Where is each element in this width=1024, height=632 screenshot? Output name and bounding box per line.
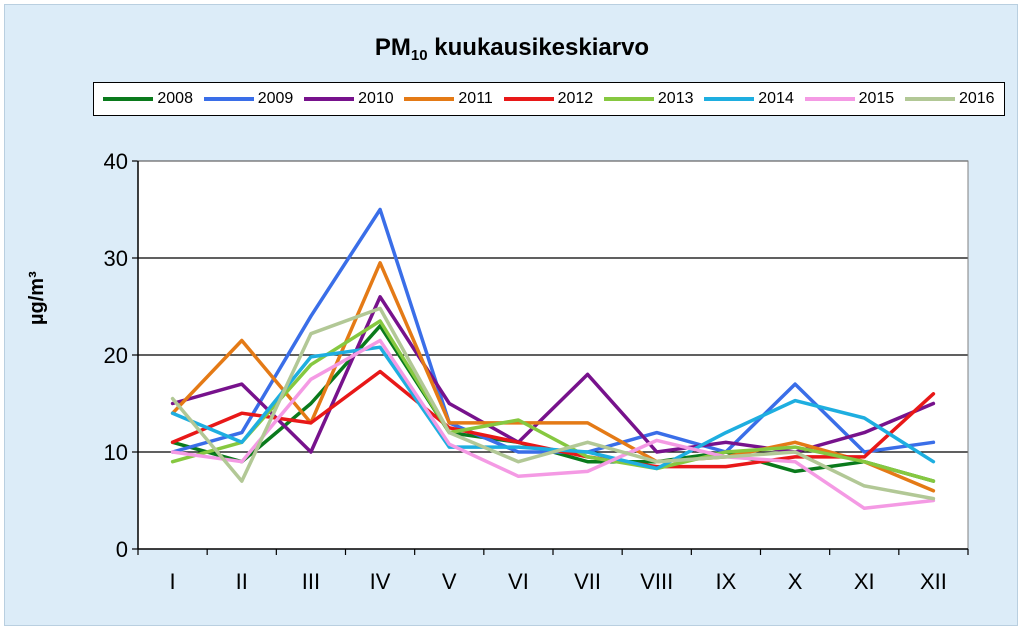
- legend-item-2016: 2016: [904, 90, 995, 108]
- legend-label-2010: 2010: [358, 90, 394, 107]
- x-tick-label-VII: VII: [574, 569, 601, 594]
- legend-item-2010: 2010: [304, 90, 394, 108]
- title-main: PM: [374, 34, 411, 61]
- legend-swatch-2014: [704, 97, 755, 101]
- series-line-2015: [170, 338, 936, 511]
- title-subscript: 10: [410, 47, 428, 64]
- y-tick-label-10: 10: [104, 440, 128, 465]
- chart-legend: 2008 2009 2010 2011 2012 2013 2014 2015 2016: [93, 82, 1005, 116]
- x-tick-label-IX: IX: [716, 569, 737, 594]
- x-tick-label-VIII: VIII: [640, 569, 673, 594]
- legend-label-2015: 2015: [858, 90, 895, 107]
- legend-item-2011: 2011: [404, 90, 493, 108]
- chart-title: PM10 kuukausikeskiarvo: [0, 34, 1024, 64]
- legend-item-2012: 2012: [503, 90, 594, 108]
- legend-label-2008: 2008: [157, 90, 193, 107]
- series-line-2011: [170, 261, 936, 493]
- x-tick-label-VI: VI: [508, 569, 529, 594]
- legend-swatch-2016: [904, 97, 955, 101]
- x-tick-label-V: V: [442, 569, 457, 594]
- legend-swatch-2011: [404, 97, 455, 101]
- legend-swatch-2012: [503, 97, 554, 101]
- x-tick-label-II: II: [236, 569, 248, 594]
- legend-label-2011: 2011: [458, 90, 493, 107]
- x-tick-label-XI: XI: [854, 569, 875, 594]
- x-tick-label-I: I: [170, 569, 176, 594]
- legend-label-2012: 2012: [557, 90, 594, 107]
- legend-swatch-2015: [804, 97, 855, 101]
- title-rest: kuukausikeskiarvo: [427, 34, 650, 61]
- x-tick-label-XII: XII: [920, 569, 947, 594]
- x-tick-label-X: X: [788, 569, 803, 594]
- legend-swatch-2008: [103, 97, 154, 101]
- legend-item-2015: 2015: [804, 90, 895, 108]
- legend-item-2013: 2013: [603, 90, 694, 108]
- series-line-2013: [170, 319, 936, 483]
- legend-item-2008: 2008: [103, 90, 193, 108]
- series-line-2016: [170, 306, 936, 501]
- legend-label-2009: 2009: [257, 90, 294, 107]
- legend-swatch-2010: [304, 97, 355, 101]
- legend-item-2014: 2014: [704, 90, 794, 108]
- y-tick-label-20: 20: [104, 343, 128, 368]
- y-tick-label-0: 0: [116, 537, 128, 562]
- x-tick-label-III: III: [302, 569, 320, 594]
- series-line-2014: [170, 345, 936, 471]
- y-tick-label-40: 40: [104, 149, 128, 174]
- legend-label-2013: 2013: [657, 90, 694, 107]
- legend-label-2014: 2014: [758, 90, 794, 107]
- x-tick-label-IV: IV: [370, 569, 391, 594]
- legend-label-2016: 2016: [958, 90, 995, 107]
- y-tick-label-30: 30: [104, 246, 128, 271]
- legend-swatch-2009: [203, 97, 254, 101]
- legend-item-2009: 2009: [203, 90, 294, 108]
- legend-swatch-2013: [603, 97, 654, 101]
